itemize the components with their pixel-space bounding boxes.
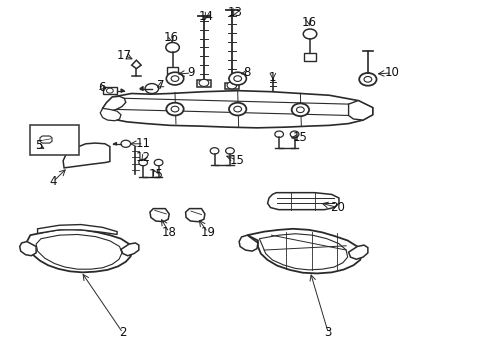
- Bar: [225, 83, 238, 89]
- Text: 8: 8: [242, 66, 250, 80]
- Circle shape: [227, 82, 236, 89]
- Polygon shape: [247, 229, 362, 273]
- Polygon shape: [348, 245, 367, 259]
- Text: 5: 5: [35, 140, 43, 152]
- Polygon shape: [139, 86, 143, 91]
- Text: 2: 2: [119, 326, 126, 340]
- Polygon shape: [259, 234, 347, 270]
- Circle shape: [166, 42, 179, 52]
- Circle shape: [291, 104, 308, 116]
- Circle shape: [228, 103, 246, 115]
- Text: 14: 14: [198, 10, 213, 23]
- Text: 9: 9: [187, 66, 195, 80]
- Bar: [103, 87, 116, 94]
- Text: 1: 1: [269, 71, 276, 84]
- Circle shape: [233, 106, 241, 112]
- Circle shape: [363, 76, 371, 82]
- Text: 15: 15: [292, 131, 307, 144]
- Polygon shape: [40, 136, 52, 143]
- Polygon shape: [185, 208, 204, 222]
- Polygon shape: [27, 229, 132, 272]
- Circle shape: [225, 148, 234, 154]
- Bar: [166, 67, 178, 74]
- Circle shape: [106, 88, 113, 93]
- Text: 10: 10: [384, 66, 399, 80]
- Circle shape: [171, 76, 179, 81]
- Polygon shape: [103, 91, 372, 128]
- Text: 19: 19: [200, 226, 215, 239]
- Text: 13: 13: [227, 6, 242, 19]
- Polygon shape: [267, 193, 338, 210]
- Circle shape: [154, 159, 163, 166]
- Polygon shape: [132, 60, 141, 69]
- Text: 6: 6: [98, 81, 105, 94]
- Text: 4: 4: [50, 175, 57, 188]
- Text: 18: 18: [162, 226, 176, 239]
- Circle shape: [302, 29, 316, 39]
- Polygon shape: [150, 208, 169, 222]
- Polygon shape: [113, 142, 116, 145]
- Text: 15: 15: [229, 154, 243, 167]
- Circle shape: [296, 107, 303, 112]
- Polygon shape: [100, 109, 121, 121]
- Circle shape: [138, 159, 147, 166]
- Text: 17: 17: [117, 49, 132, 62]
- Polygon shape: [348, 101, 372, 120]
- Polygon shape: [103, 96, 125, 112]
- Circle shape: [166, 103, 183, 115]
- Circle shape: [228, 72, 246, 85]
- Polygon shape: [20, 242, 36, 256]
- Text: 11: 11: [136, 137, 151, 150]
- Circle shape: [274, 131, 283, 137]
- Text: 7: 7: [156, 79, 164, 92]
- Polygon shape: [121, 243, 138, 256]
- Text: 15: 15: [148, 168, 163, 181]
- Bar: [30, 125, 78, 156]
- Polygon shape: [239, 235, 257, 251]
- Circle shape: [210, 148, 218, 154]
- Text: 16: 16: [301, 16, 316, 29]
- Polygon shape: [63, 143, 110, 168]
- Polygon shape: [121, 89, 124, 92]
- Circle shape: [121, 140, 130, 147]
- Circle shape: [359, 73, 376, 86]
- Polygon shape: [36, 235, 121, 269]
- Circle shape: [171, 106, 179, 112]
- Circle shape: [233, 76, 241, 81]
- Circle shape: [145, 84, 158, 94]
- Text: 16: 16: [163, 31, 178, 44]
- Circle shape: [199, 79, 208, 86]
- Circle shape: [289, 131, 298, 137]
- Text: 3: 3: [324, 326, 332, 340]
- Polygon shape: [37, 225, 117, 235]
- Bar: [303, 54, 315, 61]
- Circle shape: [166, 72, 183, 85]
- Text: 20: 20: [330, 201, 345, 214]
- Bar: [197, 80, 210, 87]
- Text: 12: 12: [136, 151, 151, 165]
